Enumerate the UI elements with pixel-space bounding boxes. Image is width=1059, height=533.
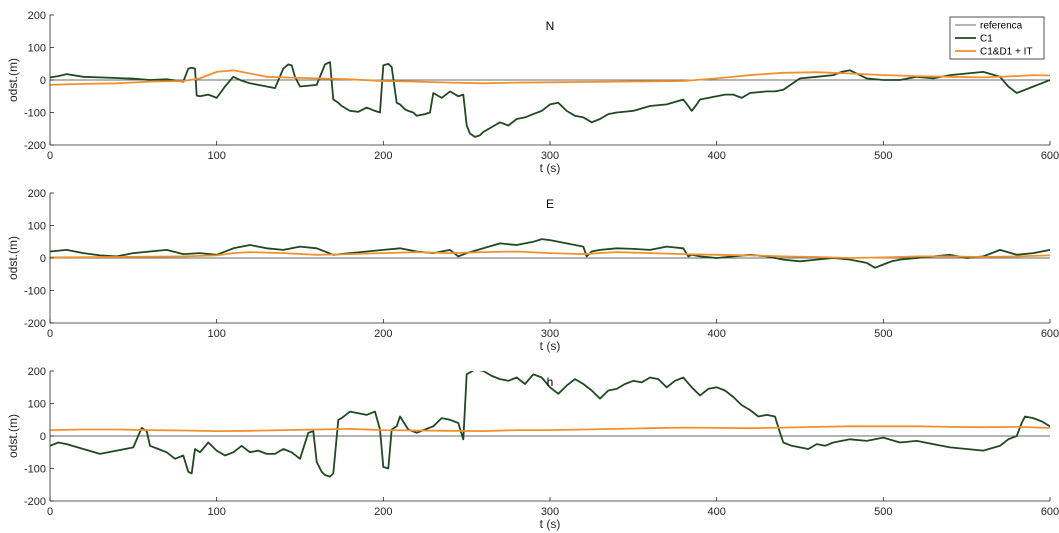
series-line-c1-d1-it — [50, 250, 1050, 259]
y-tick-label: 200 — [28, 10, 46, 22]
y-tick-label: -200 — [24, 496, 46, 508]
y-tick-label: 100 — [28, 221, 46, 233]
series-line-c1 — [50, 371, 1050, 478]
y-tick-label: -100 — [24, 108, 46, 120]
x-tick-label: 100 — [207, 150, 225, 162]
panel-title: N — [546, 19, 555, 33]
x-tick-label: 600 — [1041, 328, 1059, 340]
x-tick-label: 400 — [707, 150, 725, 162]
y-tick-label: 0 — [40, 75, 46, 87]
x-tick-label: 400 — [707, 328, 725, 340]
series-group — [50, 238, 1050, 269]
panel-e: 0 100 200 300 400 500 600 -200 -100 0 100 200 t (s) o… — [6, 188, 1059, 353]
x-tick-label: 300 — [541, 150, 559, 162]
x-tick-label: 200 — [374, 150, 392, 162]
series-line-c1 — [50, 238, 1050, 269]
y-tick-label: -200 — [24, 140, 46, 152]
x-tick-label: 600 — [1041, 150, 1059, 162]
series-group — [50, 61, 1050, 138]
x-tick-label: 0 — [47, 506, 53, 518]
x-tick-label: 200 — [374, 328, 392, 340]
y-tick-label: 0 — [40, 431, 46, 443]
y-tick-label: 100 — [28, 43, 46, 55]
x-axis-label: t (s) — [540, 161, 561, 175]
x-tick-label: 100 — [207, 328, 225, 340]
y-tick-label: -100 — [24, 464, 46, 476]
x-tick-label: 500 — [874, 506, 892, 518]
x-tick-label: 100 — [207, 506, 225, 518]
x-tick-label: 0 — [47, 150, 53, 162]
y-axis-label: odst.(m) — [6, 236, 20, 280]
x-tick-label: 500 — [874, 328, 892, 340]
y-axis-label: odst.(m) — [6, 414, 20, 458]
y-tick-label: 0 — [40, 253, 46, 265]
panel-title: E — [546, 197, 554, 211]
x-axis-label: t (s) — [540, 517, 561, 531]
legend-label: C1 — [980, 34, 993, 45]
legend-label: referenca — [980, 21, 1023, 32]
series-group — [50, 371, 1050, 478]
x-tick-label: 200 — [374, 506, 392, 518]
x-tick-label: 0 — [47, 328, 53, 340]
panel-n: 0 100 200 300 400 500 600 -200 -100 0 100 200 t (s) o… — [6, 10, 1059, 175]
x-tick-label: 400 — [707, 506, 725, 518]
x-tick-label: 300 — [541, 328, 559, 340]
y-tick-label: -100 — [24, 286, 46, 298]
y-axis-label: odst.(m) — [6, 58, 20, 102]
legend: referenca C1 C1&D1 + IT — [949, 16, 1045, 60]
y-tick-label: -200 — [24, 318, 46, 330]
series-line-c1-d1-it — [50, 69, 1050, 86]
x-tick-label: 600 — [1041, 506, 1059, 518]
panel-h: 0 100 200 300 400 500 600 -200 -100 0 100 200 t (s) o… — [6, 366, 1059, 531]
panel-title: h — [547, 375, 554, 389]
x-axis-label: t (s) — [540, 339, 561, 353]
y-tick-label: 100 — [28, 399, 46, 411]
y-tick-label: 200 — [28, 188, 46, 200]
y-tick-label: 200 — [28, 366, 46, 378]
series-line-c1 — [50, 61, 1050, 138]
series-line-c1-d1-it — [50, 425, 1050, 433]
legend-label: C1&D1 + IT — [980, 47, 1033, 58]
x-tick-label: 500 — [874, 150, 892, 162]
x-tick-label: 300 — [541, 506, 559, 518]
